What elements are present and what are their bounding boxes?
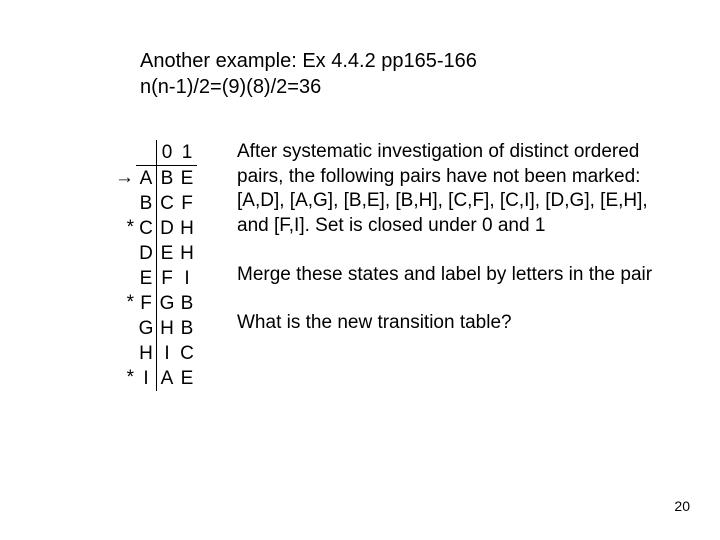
input-1-column: 1 E F H H I B B C E: [177, 140, 197, 391]
col0-cell: F: [157, 266, 177, 291]
col1-cell: F: [177, 191, 197, 216]
col0-cell: H: [157, 316, 177, 341]
state-cell: E: [136, 266, 156, 291]
col1-header: 1: [177, 140, 197, 166]
col1-cell: H: [177, 216, 197, 241]
col0-cell: D: [157, 216, 177, 241]
state-cell: H: [136, 341, 156, 366]
heading-line-2: n(n-1)/2=(9)(8)/2=36: [140, 74, 477, 100]
col1-cell: E: [177, 166, 197, 191]
marker-cell: *: [100, 215, 134, 240]
transition-table-block: → * * * A B C D E F G: [100, 140, 197, 391]
paragraph-3: What is the new transition table?: [237, 311, 667, 336]
state-cell: B: [136, 191, 156, 216]
col1-cell: E: [177, 366, 197, 391]
marker-cell: *: [100, 290, 134, 315]
col0-cell: A: [157, 366, 177, 391]
paragraph-1: After systematic investigation of distin…: [237, 140, 667, 239]
state-cell: G: [136, 316, 156, 341]
col1-cell: C: [177, 341, 197, 366]
col1-cell: B: [177, 316, 197, 341]
state-cell: D: [136, 241, 156, 266]
marker-cell: [100, 140, 134, 165]
col1-cell: I: [177, 266, 197, 291]
marker-cell: →: [100, 165, 134, 190]
col0-header: 0: [157, 140, 177, 166]
slide-page: Another example: Ex 4.4.2 pp165-166 n(n-…: [0, 0, 720, 540]
col0-cell: B: [157, 166, 177, 191]
state-cell: F: [136, 291, 156, 316]
col0-cell: I: [157, 341, 177, 366]
state-markers-column: → * * *: [100, 140, 134, 390]
heading-line-1: Another example: Ex 4.4.2 pp165-166: [140, 48, 477, 74]
marker-cell: [100, 340, 134, 365]
input-0-column: 0 B C D E F G H I A: [157, 140, 177, 391]
slide-heading: Another example: Ex 4.4.2 pp165-166 n(n-…: [140, 48, 477, 100]
col1-cell: H: [177, 241, 197, 266]
marker-cell: [100, 265, 134, 290]
state-cell: A: [136, 166, 156, 191]
slide-body: → * * * A B C D E F G: [100, 140, 667, 391]
marker-cell: *: [100, 365, 134, 390]
state-cell: I: [136, 366, 156, 391]
marker-cell: [100, 240, 134, 265]
state-header: [136, 140, 156, 166]
marker-cell: [100, 315, 134, 340]
col0-cell: G: [157, 291, 177, 316]
col0-cell: C: [157, 191, 177, 216]
page-number: 20: [674, 498, 690, 514]
col1-cell: B: [177, 291, 197, 316]
col0-cell: E: [157, 241, 177, 266]
start-arrow-icon: →: [115, 168, 134, 187]
paragraph-2: Merge these states and label by letters …: [237, 263, 667, 288]
state-cell: C: [136, 216, 156, 241]
explanation-text: After systematic investigation of distin…: [237, 140, 667, 360]
transition-table: A B C D E F G H I 0 B C D E F G: [136, 140, 197, 391]
marker-cell: [100, 190, 134, 215]
state-column: A B C D E F G H I: [136, 140, 157, 391]
